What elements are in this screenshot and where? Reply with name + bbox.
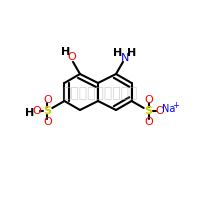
Text: H: H: [113, 48, 123, 58]
Text: O: O: [144, 95, 153, 105]
Text: O: O: [32, 106, 41, 116]
Text: H: H: [61, 47, 71, 57]
Text: O: O: [68, 52, 76, 62]
Text: N: N: [121, 53, 129, 63]
Text: +: +: [172, 100, 179, 110]
Text: H: H: [25, 108, 34, 118]
Text: S: S: [145, 106, 153, 116]
Text: Na: Na: [162, 104, 175, 114]
Text: H: H: [127, 48, 137, 58]
Text: O: O: [144, 117, 153, 127]
Text: S: S: [43, 106, 51, 116]
Text: O: O: [43, 117, 52, 127]
Text: O: O: [43, 95, 52, 105]
Text: O: O: [155, 106, 164, 116]
Text: 市南港恒顺贸易有限: 市南港恒顺贸易有限: [62, 86, 138, 100]
